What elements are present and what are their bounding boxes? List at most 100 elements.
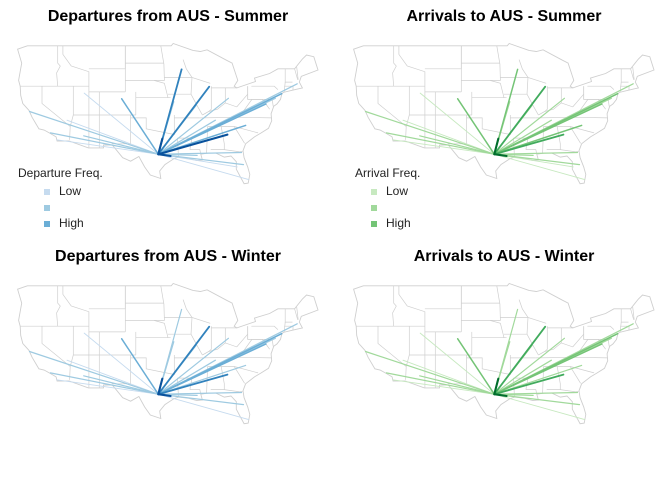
route-line: [157, 137, 164, 156]
route-line: [493, 153, 586, 181]
state-border: [130, 357, 175, 375]
route-line: [157, 391, 243, 395]
state-border: [583, 86, 609, 100]
route-line: [493, 119, 552, 155]
state-border: [583, 326, 609, 340]
state-border: [41, 326, 71, 367]
state-border: [125, 320, 169, 338]
route-line: [157, 337, 229, 395]
state-border: [69, 354, 74, 380]
route-line: [157, 393, 250, 421]
route-line: [120, 98, 160, 155]
route-line: [157, 332, 283, 395]
state-border: [607, 99, 610, 107]
route-line: [493, 373, 565, 396]
state-border: [154, 45, 165, 81]
panel-title: Arrivals to AUS - Summer: [406, 8, 602, 25]
state-border: [294, 68, 299, 80]
state-border: [577, 356, 608, 359]
state-border: [247, 326, 273, 340]
route-line: [493, 332, 619, 395]
route-line: [493, 337, 565, 395]
panel-title: Arrivals to AUS - Winter: [413, 248, 595, 265]
state-border: [69, 114, 74, 140]
route-line: [419, 135, 495, 155]
state-border: [130, 117, 175, 135]
us-outline: [17, 42, 319, 185]
state-border: [224, 389, 243, 393]
state-border: [560, 149, 579, 153]
legend: Departure Freq. Low High: [18, 166, 158, 236]
route-line: [493, 359, 552, 395]
state-border: [182, 59, 211, 84]
route-line: [493, 153, 508, 158]
state-border: [251, 85, 279, 90]
route-line: [419, 92, 495, 155]
route-map: [353, 282, 655, 425]
panel-departures-winter: Departures from AUS - Winter: [0, 240, 336, 480]
state-border: [62, 45, 126, 93]
legend-label-low: Low: [59, 184, 82, 198]
state-border: [587, 325, 615, 330]
route-line: [493, 325, 547, 396]
state-border: [561, 93, 584, 108]
route-line: [456, 338, 496, 395]
us-outline: [353, 282, 655, 425]
route-line: [493, 393, 508, 398]
route-line: [56, 139, 159, 155]
state-border: [225, 93, 248, 108]
panel-departures-summer: Departures from AUS - Summer Departure F…: [0, 0, 336, 240]
route-line: [419, 375, 495, 395]
state-border: [225, 333, 248, 348]
state-border: [490, 285, 501, 321]
state-border: [490, 45, 501, 81]
route-line: [385, 132, 495, 155]
state-border: [271, 99, 274, 107]
state-border: [190, 77, 203, 116]
state-border: [526, 317, 539, 356]
route-map: [353, 42, 655, 185]
route-line: [157, 393, 245, 406]
state-border: [525, 389, 538, 395]
route-line: [419, 332, 495, 395]
state-border: [577, 116, 608, 119]
route-line: [83, 375, 159, 395]
us-outline: [17, 282, 319, 425]
route-line: [157, 151, 243, 155]
legend-label-high: High: [386, 216, 411, 230]
legend-key-mid: [371, 205, 377, 211]
state-border: [224, 149, 243, 153]
legend-label-low: Low: [386, 184, 409, 198]
route-map: [17, 42, 319, 185]
state-border: [405, 114, 410, 140]
route-line: [364, 110, 495, 155]
state-border: [630, 308, 635, 320]
route-line: [493, 137, 500, 156]
state-border: [296, 67, 299, 80]
route-line: [157, 393, 172, 398]
route-line: [49, 372, 159, 395]
route-line: [493, 92, 619, 155]
state-border: [271, 339, 274, 347]
state-border: [518, 299, 547, 324]
state-border: [398, 285, 462, 333]
state-border: [154, 285, 165, 321]
state-border: [466, 357, 511, 375]
state-border: [377, 326, 407, 367]
state-border: [56, 285, 61, 327]
state-border: [41, 86, 71, 127]
route-line: [392, 139, 495, 155]
state-border: [560, 389, 579, 393]
state-border: [526, 77, 539, 116]
route-line: [120, 338, 160, 395]
route-line: [157, 119, 216, 155]
state-border: [189, 149, 202, 155]
route-line: [493, 151, 579, 155]
route-line: [83, 135, 159, 155]
state-border: [461, 320, 505, 338]
route-line: [56, 379, 159, 395]
state-border: [398, 45, 462, 93]
state-border: [241, 116, 272, 119]
state-border: [247, 86, 273, 100]
route-line: [493, 133, 565, 156]
